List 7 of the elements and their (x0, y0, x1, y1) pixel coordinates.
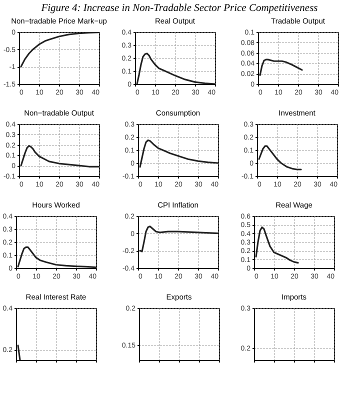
line-series (255, 226, 299, 264)
line-series (139, 226, 218, 252)
line-series (258, 145, 302, 170)
text: Figure 4: Increase in Non-Tradable Sector Price Competitiveness (40, 2, 319, 15)
line-series (139, 139, 218, 168)
line-series (20, 145, 99, 168)
line-series (259, 58, 303, 76)
